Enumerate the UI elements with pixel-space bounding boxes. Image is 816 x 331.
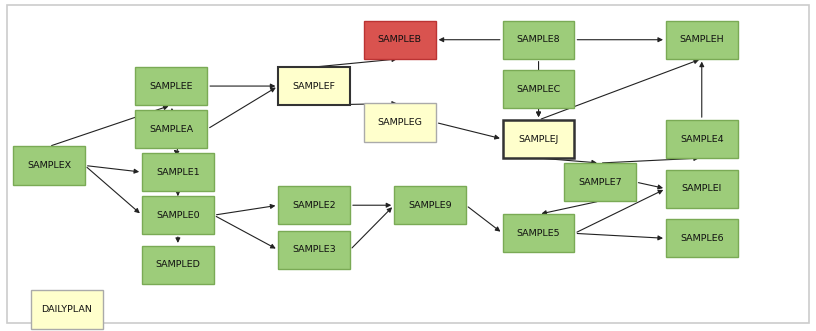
FancyBboxPatch shape bbox=[278, 231, 350, 269]
FancyBboxPatch shape bbox=[142, 153, 214, 191]
FancyBboxPatch shape bbox=[278, 186, 350, 224]
FancyBboxPatch shape bbox=[666, 170, 738, 208]
FancyBboxPatch shape bbox=[135, 110, 207, 148]
Text: SAMPLEB: SAMPLEB bbox=[378, 35, 422, 44]
Text: SAMPLEC: SAMPLEC bbox=[517, 85, 561, 94]
FancyBboxPatch shape bbox=[142, 196, 214, 234]
Text: SAMPLEA: SAMPLEA bbox=[149, 124, 193, 134]
Text: SAMPLEF: SAMPLEF bbox=[293, 81, 335, 91]
FancyBboxPatch shape bbox=[13, 146, 85, 185]
Text: SAMPLE3: SAMPLE3 bbox=[292, 245, 336, 255]
FancyBboxPatch shape bbox=[364, 21, 436, 59]
Text: SAMPLE5: SAMPLE5 bbox=[517, 229, 561, 238]
Text: SAMPLE0: SAMPLE0 bbox=[156, 211, 200, 220]
FancyBboxPatch shape bbox=[278, 67, 350, 105]
Text: SAMPLE4: SAMPLE4 bbox=[680, 134, 724, 144]
Text: SAMPLE2: SAMPLE2 bbox=[292, 201, 336, 210]
Text: SAMPLEX: SAMPLEX bbox=[27, 161, 71, 170]
Text: SAMPLEG: SAMPLEG bbox=[378, 118, 422, 127]
Text: SAMPLED: SAMPLED bbox=[156, 260, 200, 269]
Text: SAMPLE7: SAMPLE7 bbox=[578, 177, 622, 187]
FancyBboxPatch shape bbox=[503, 120, 574, 158]
FancyBboxPatch shape bbox=[31, 291, 103, 328]
FancyBboxPatch shape bbox=[394, 186, 466, 224]
FancyBboxPatch shape bbox=[503, 214, 574, 252]
FancyBboxPatch shape bbox=[135, 67, 207, 105]
FancyBboxPatch shape bbox=[666, 219, 738, 258]
FancyBboxPatch shape bbox=[666, 21, 738, 59]
FancyBboxPatch shape bbox=[503, 71, 574, 109]
FancyBboxPatch shape bbox=[564, 163, 636, 201]
FancyBboxPatch shape bbox=[666, 120, 738, 158]
Text: SAMPLE1: SAMPLE1 bbox=[156, 167, 200, 177]
FancyBboxPatch shape bbox=[503, 21, 574, 59]
Text: SAMPLE9: SAMPLE9 bbox=[408, 201, 452, 210]
Text: SAMPLEJ: SAMPLEJ bbox=[518, 134, 559, 144]
Text: SAMPLE6: SAMPLE6 bbox=[680, 234, 724, 243]
Text: SAMPLE8: SAMPLE8 bbox=[517, 35, 561, 44]
Text: SAMPLEI: SAMPLEI bbox=[681, 184, 722, 193]
Text: DAILYPLAN: DAILYPLAN bbox=[42, 305, 92, 314]
FancyBboxPatch shape bbox=[142, 246, 214, 284]
Text: SAMPLEE: SAMPLEE bbox=[149, 81, 193, 91]
FancyBboxPatch shape bbox=[364, 103, 436, 142]
Text: SAMPLEH: SAMPLEH bbox=[680, 35, 724, 44]
